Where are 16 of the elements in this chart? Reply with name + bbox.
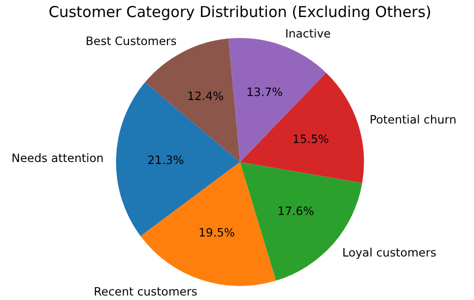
chart-title: Customer Category Distribution (Excluding Others)	[48, 3, 432, 21]
slice-label: Loyal customers	[342, 245, 436, 260]
slice-label: Best Customers	[86, 34, 177, 48]
slice-label: Inactive	[285, 26, 331, 40]
data-label: 21.3%	[147, 152, 184, 167]
data-label: 17.6%	[278, 204, 314, 218]
pie-slice	[240, 72, 364, 184]
slice-label: Recent customers	[94, 284, 198, 299]
data-label: 13.7%	[246, 84, 283, 99]
pie-slice	[228, 38, 326, 162]
slice-label: Needs attention	[11, 151, 104, 166]
pie-slice	[116, 82, 240, 236]
slice-label: Potential churn	[370, 112, 456, 127]
data-label: 19.5%	[198, 226, 236, 240]
data-label: 15.5%	[292, 132, 330, 146]
data-label: 12.4%	[187, 89, 224, 104]
